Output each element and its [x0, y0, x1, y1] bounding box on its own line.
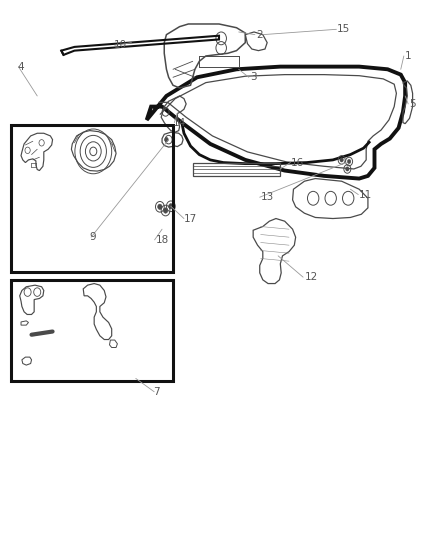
Text: 1: 1: [405, 51, 412, 61]
Text: 13: 13: [261, 192, 274, 202]
Text: 11: 11: [359, 190, 372, 199]
Circle shape: [346, 167, 349, 171]
Text: 5: 5: [410, 99, 416, 109]
Circle shape: [169, 204, 173, 209]
Text: 12: 12: [304, 272, 318, 282]
Text: 4: 4: [18, 62, 24, 71]
Text: 3: 3: [250, 72, 256, 82]
Text: 2: 2: [256, 30, 263, 39]
Text: 7: 7: [153, 387, 160, 397]
Text: 9: 9: [90, 232, 96, 242]
Circle shape: [165, 138, 168, 142]
Circle shape: [347, 159, 351, 164]
Text: 15: 15: [337, 25, 350, 34]
Text: 16: 16: [291, 158, 304, 167]
Text: 18: 18: [155, 235, 169, 245]
Circle shape: [158, 204, 162, 209]
Circle shape: [340, 158, 343, 162]
Text: 17: 17: [184, 214, 197, 223]
Circle shape: [163, 208, 168, 213]
Text: 10: 10: [114, 41, 127, 50]
Text: 14: 14: [173, 118, 186, 127]
